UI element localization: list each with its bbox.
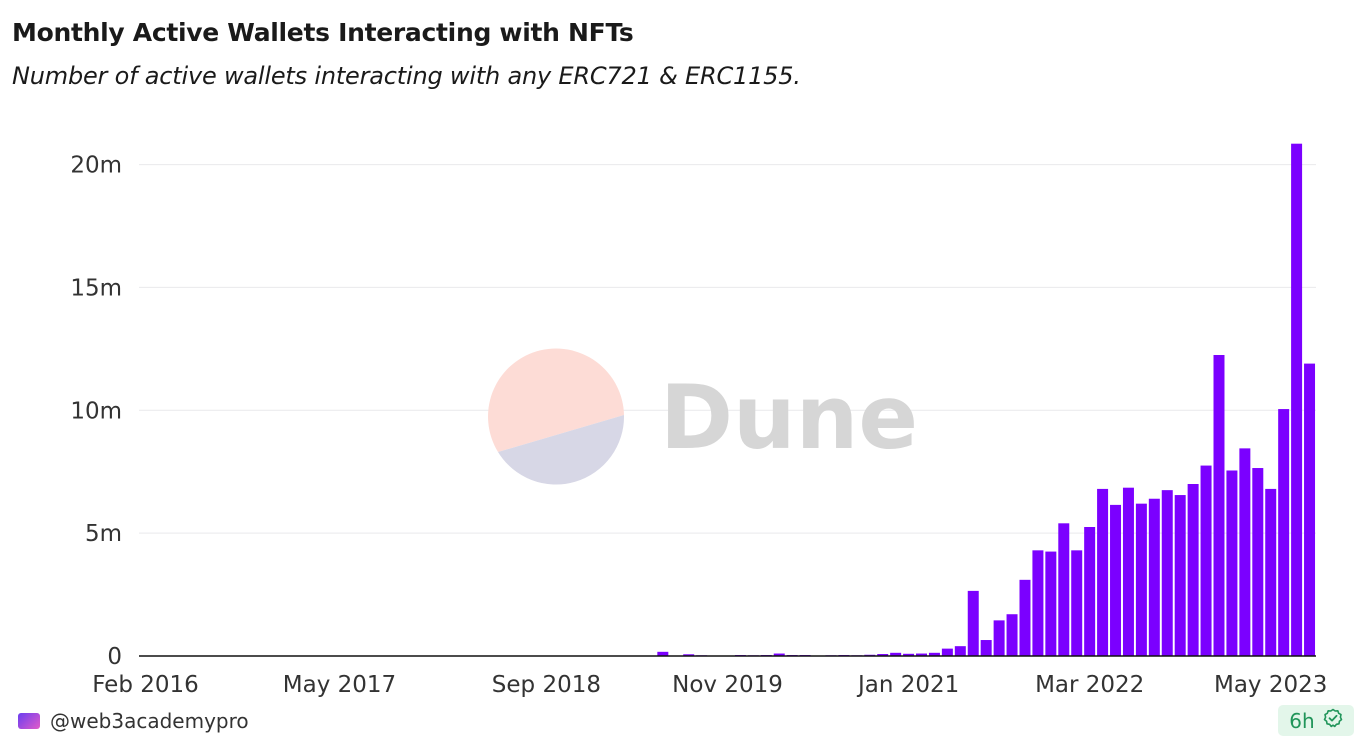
y-tick-label: 10m <box>70 398 122 424</box>
bar[interactable] <box>1122 487 1134 656</box>
x-tick-label: Sep 2018 <box>492 672 601 698</box>
y-tick-label: 5m <box>85 521 122 547</box>
freshness-badge[interactable]: 6h <box>1278 705 1354 736</box>
x-tick-label: Mar 2022 <box>1035 672 1144 698</box>
bar[interactable] <box>657 651 669 656</box>
bar[interactable] <box>1161 490 1173 656</box>
bar[interactable] <box>877 654 889 656</box>
bar[interactable] <box>683 654 695 656</box>
check-badge-icon <box>1323 708 1343 733</box>
bar[interactable] <box>1239 448 1251 656</box>
bar[interactable] <box>1291 143 1303 656</box>
y-tick-label: 20m <box>70 153 122 179</box>
bar[interactable] <box>1213 355 1225 656</box>
bar[interactable] <box>1084 527 1096 656</box>
y-tick-label: 0 <box>107 644 122 670</box>
bar[interactable] <box>1226 470 1238 656</box>
bar[interactable] <box>1278 409 1290 656</box>
x-tick-label: May 2023 <box>1214 672 1327 698</box>
bar[interactable] <box>967 590 979 656</box>
bar[interactable] <box>980 640 992 656</box>
footer: @web3academypro <box>18 708 249 734</box>
bar[interactable] <box>993 620 1005 656</box>
bar[interactable] <box>1200 465 1212 656</box>
grid-lines <box>139 164 1316 534</box>
bar[interactable] <box>1019 579 1031 656</box>
bar[interactable] <box>941 648 953 656</box>
bar[interactable] <box>890 652 902 656</box>
dune-watermark: Dune <box>488 348 918 485</box>
bar[interactable] <box>954 646 966 656</box>
freshness-label: 6h <box>1289 708 1315 733</box>
bar[interactable] <box>1058 523 1070 656</box>
x-tick-label: Feb 2016 <box>92 672 199 698</box>
bar[interactable] <box>1265 488 1277 656</box>
watermark-logo-bottom <box>498 415 625 485</box>
bar[interactable] <box>1006 614 1018 656</box>
bar[interactable] <box>1097 488 1109 656</box>
bar[interactable] <box>1252 468 1264 656</box>
bar[interactable] <box>1174 495 1186 656</box>
x-tick-label: Jan 2021 <box>856 672 959 698</box>
bars <box>139 143 1316 656</box>
watermark-text: Dune <box>660 366 918 469</box>
chart-subtitle: Number of active wallets interacting wit… <box>12 62 801 90</box>
x-axis-ticks: Feb 2016 May 2017 Sep 2018 Nov 2019 Jan 2021… <box>92 672 1327 698</box>
bar[interactable] <box>1045 551 1057 656</box>
bar[interactable] <box>1304 363 1316 656</box>
bar[interactable] <box>928 652 940 656</box>
author-avatar <box>18 713 40 729</box>
x-tick-label: May 2017 <box>283 672 396 698</box>
bar[interactable] <box>1135 503 1147 656</box>
bar[interactable] <box>773 653 785 656</box>
watermark-logo-top <box>488 348 624 452</box>
y-axis-ticks: 0 5m 10m 15m 20m <box>70 153 122 670</box>
y-tick-label: 15m <box>70 275 122 301</box>
bar[interactable] <box>1187 484 1199 656</box>
bar[interactable] <box>1032 550 1044 656</box>
author-handle[interactable]: @web3academypro <box>50 709 249 733</box>
bar[interactable] <box>1110 504 1122 656</box>
chart-title: Monthly Active Wallets Interacting with … <box>12 18 634 47</box>
bar[interactable] <box>903 653 915 656</box>
bar[interactable] <box>1148 498 1160 656</box>
bar[interactable] <box>916 653 927 656</box>
bar[interactable] <box>1071 550 1083 656</box>
x-tick-label: Nov 2019 <box>672 672 783 698</box>
